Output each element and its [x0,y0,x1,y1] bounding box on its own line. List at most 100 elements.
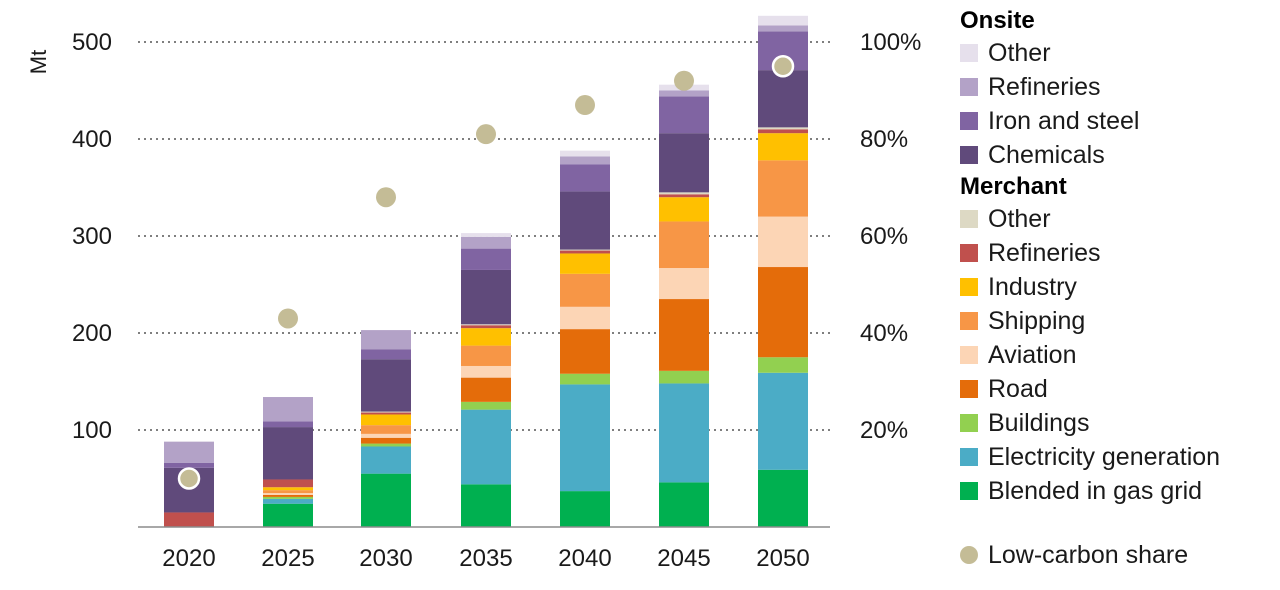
bar-segment-merchant-industry [461,328,511,346]
low-carbon-share-point [674,70,694,91]
bar-segment-merchant-shipping [758,160,808,217]
legend-item-merchant-electricity-generation: Electricity generation [960,440,1280,474]
legend-swatch-merchant-other [960,210,978,228]
bar-segment-merchant-refineries [164,512,214,527]
bar-segment-onsite-chemicals [461,269,511,325]
bar-segment-merchant-refineries [560,250,610,254]
bar-segment-onsite-refineries [164,441,214,463]
bar-segment-merchant-road [560,329,610,374]
bar-segment-onsite-chemicals [659,133,709,193]
bar-segment-onsite-other [560,150,610,157]
bar-segment-onsite-other [758,15,808,26]
legend: Onsite Other Refineries Iron and steel Chem… [960,6,1280,572]
legend-swatch-merchant-blended-in-gas-grid [960,482,978,500]
legend-swatch-merchant-road [960,380,978,398]
bar-segment-onsite-refineries [560,156,610,165]
legend-label-merchant-aviation: Aviation [988,340,1077,369]
bar-segment-merchant-industry [263,487,313,491]
bar-segment-onsite-refineries [361,330,411,350]
bar-segment-merchant-aviation [659,268,709,300]
bar-segment-onsite-iron-and-steel [164,462,214,468]
legend-label-onsite-refineries: Refineries [988,72,1101,101]
bar-segment-onsite-refineries [263,397,313,422]
legend-item-merchant-industry: Industry [960,270,1280,304]
legend-swatch-onsite-chemicals [960,146,978,164]
legend-item-low-carbon-share: Low-carbon share [960,538,1280,572]
legend-item-merchant-shipping: Shipping [960,304,1280,338]
low-carbon-share-point [278,308,298,329]
x-tick-label: 2030 [359,545,412,572]
x-tick-label: 2020 [162,545,215,572]
bar-segment-merchant-industry [659,197,709,222]
legend-merchant-title: Merchant [960,173,1067,200]
legend-label-onsite-chemicals: Chemicals [988,140,1105,169]
low-carbon-share-point [771,55,795,78]
bar-segment-merchant-industry [560,253,610,274]
bar-segment-merchant-buildings [560,373,610,385]
legend-label-merchant-other: Other [988,204,1051,233]
legend-item-merchant-other: Other [960,202,1280,236]
legend-item-merchant-refineries: Refineries [960,236,1280,270]
bar-segment-merchant-electricity-generation [659,383,709,483]
bar-segment-merchant-buildings [758,357,808,373]
bar-segment-merchant-electricity-generation [758,372,808,470]
bar-segment-onsite-iron-and-steel [461,248,511,270]
bar-segment-merchant-electricity-generation [361,446,411,474]
bar-segment-onsite-iron-and-steel [263,421,313,428]
bar-segment-onsite-refineries [758,25,808,32]
bar-segment-merchant-refineries [461,325,511,329]
bar-segment-onsite-chemicals [263,427,313,480]
legend-label-merchant-blended-in-gas-grid: Blended in gas grid [988,476,1203,505]
bar-segment-merchant-aviation [758,216,808,268]
legend-marker-low-carbon-share [960,546,978,564]
low-carbon-share-point [376,187,396,208]
bar-segment-merchant-refineries [361,412,411,415]
legend-swatch-merchant-electricity-generation [960,448,978,466]
bar-segment-merchant-blended-in-gas-grid [659,482,709,527]
bar-segment-merchant-blended-in-gas-grid [758,469,808,527]
low-carbon-share-point [575,95,595,116]
bar-segment-merchant-other [560,249,610,251]
bar-segment-merchant-road [263,494,313,497]
y-axis-label: Mt [26,50,51,74]
legend-item-onsite-other: Other [960,36,1280,70]
bar-segment-merchant-buildings [659,370,709,384]
y2-tick-label: 100% [860,29,921,56]
bar-segment-merchant-refineries [659,194,709,198]
legend-swatch-onsite-iron-and-steel [960,112,978,130]
y-tick-label: 500 [72,29,112,56]
bar-segment-merchant-road [659,299,709,371]
y-tick-label: 200 [72,320,112,347]
low-carbon-share-point [476,124,496,145]
bar-segment-onsite-chemicals [758,70,808,128]
bar-segment-onsite-chemicals [361,359,411,412]
bar-segment-merchant-other [461,324,511,326]
bar-segment-merchant-refineries [758,129,808,134]
bar-segment-merchant-blended-in-gas-grid [461,484,511,527]
bar-segment-merchant-aviation [263,493,313,495]
bar-segment-merchant-buildings [361,443,411,447]
y2-tick-label: 80% [860,126,908,153]
bar-segment-onsite-other [461,233,511,237]
legend-swatch-onsite-refineries [960,78,978,96]
y-tick-label: 300 [72,223,112,250]
bar-segment-merchant-blended-in-gas-grid [560,491,610,527]
bar-segment-merchant-shipping [659,221,709,269]
y-tick-label: 100 [72,417,112,444]
legend-label-onsite-other: Other [988,38,1051,67]
x-tick-label: 2025 [261,545,314,572]
legend-item-onsite-refineries: Refineries [960,70,1280,104]
legend-label-merchant-industry: Industry [988,272,1077,301]
legend-onsite-title: Onsite [960,7,1035,34]
bar-segment-onsite-iron-and-steel [659,96,709,134]
bar-segment-merchant-electricity-generation [263,498,313,504]
bar-segment-merchant-blended-in-gas-grid [361,473,411,527]
x-tick-label: 2035 [459,545,512,572]
bar-segment-onsite-chemicals [560,191,610,250]
bar-segment-merchant-shipping [461,345,511,366]
bar-segment-merchant-shipping [560,273,610,307]
bar-segment-merchant-industry [361,414,411,426]
bar-segment-merchant-refineries [263,479,313,488]
legend-swatch-merchant-buildings [960,414,978,432]
bar-segment-merchant-aviation [461,365,511,378]
